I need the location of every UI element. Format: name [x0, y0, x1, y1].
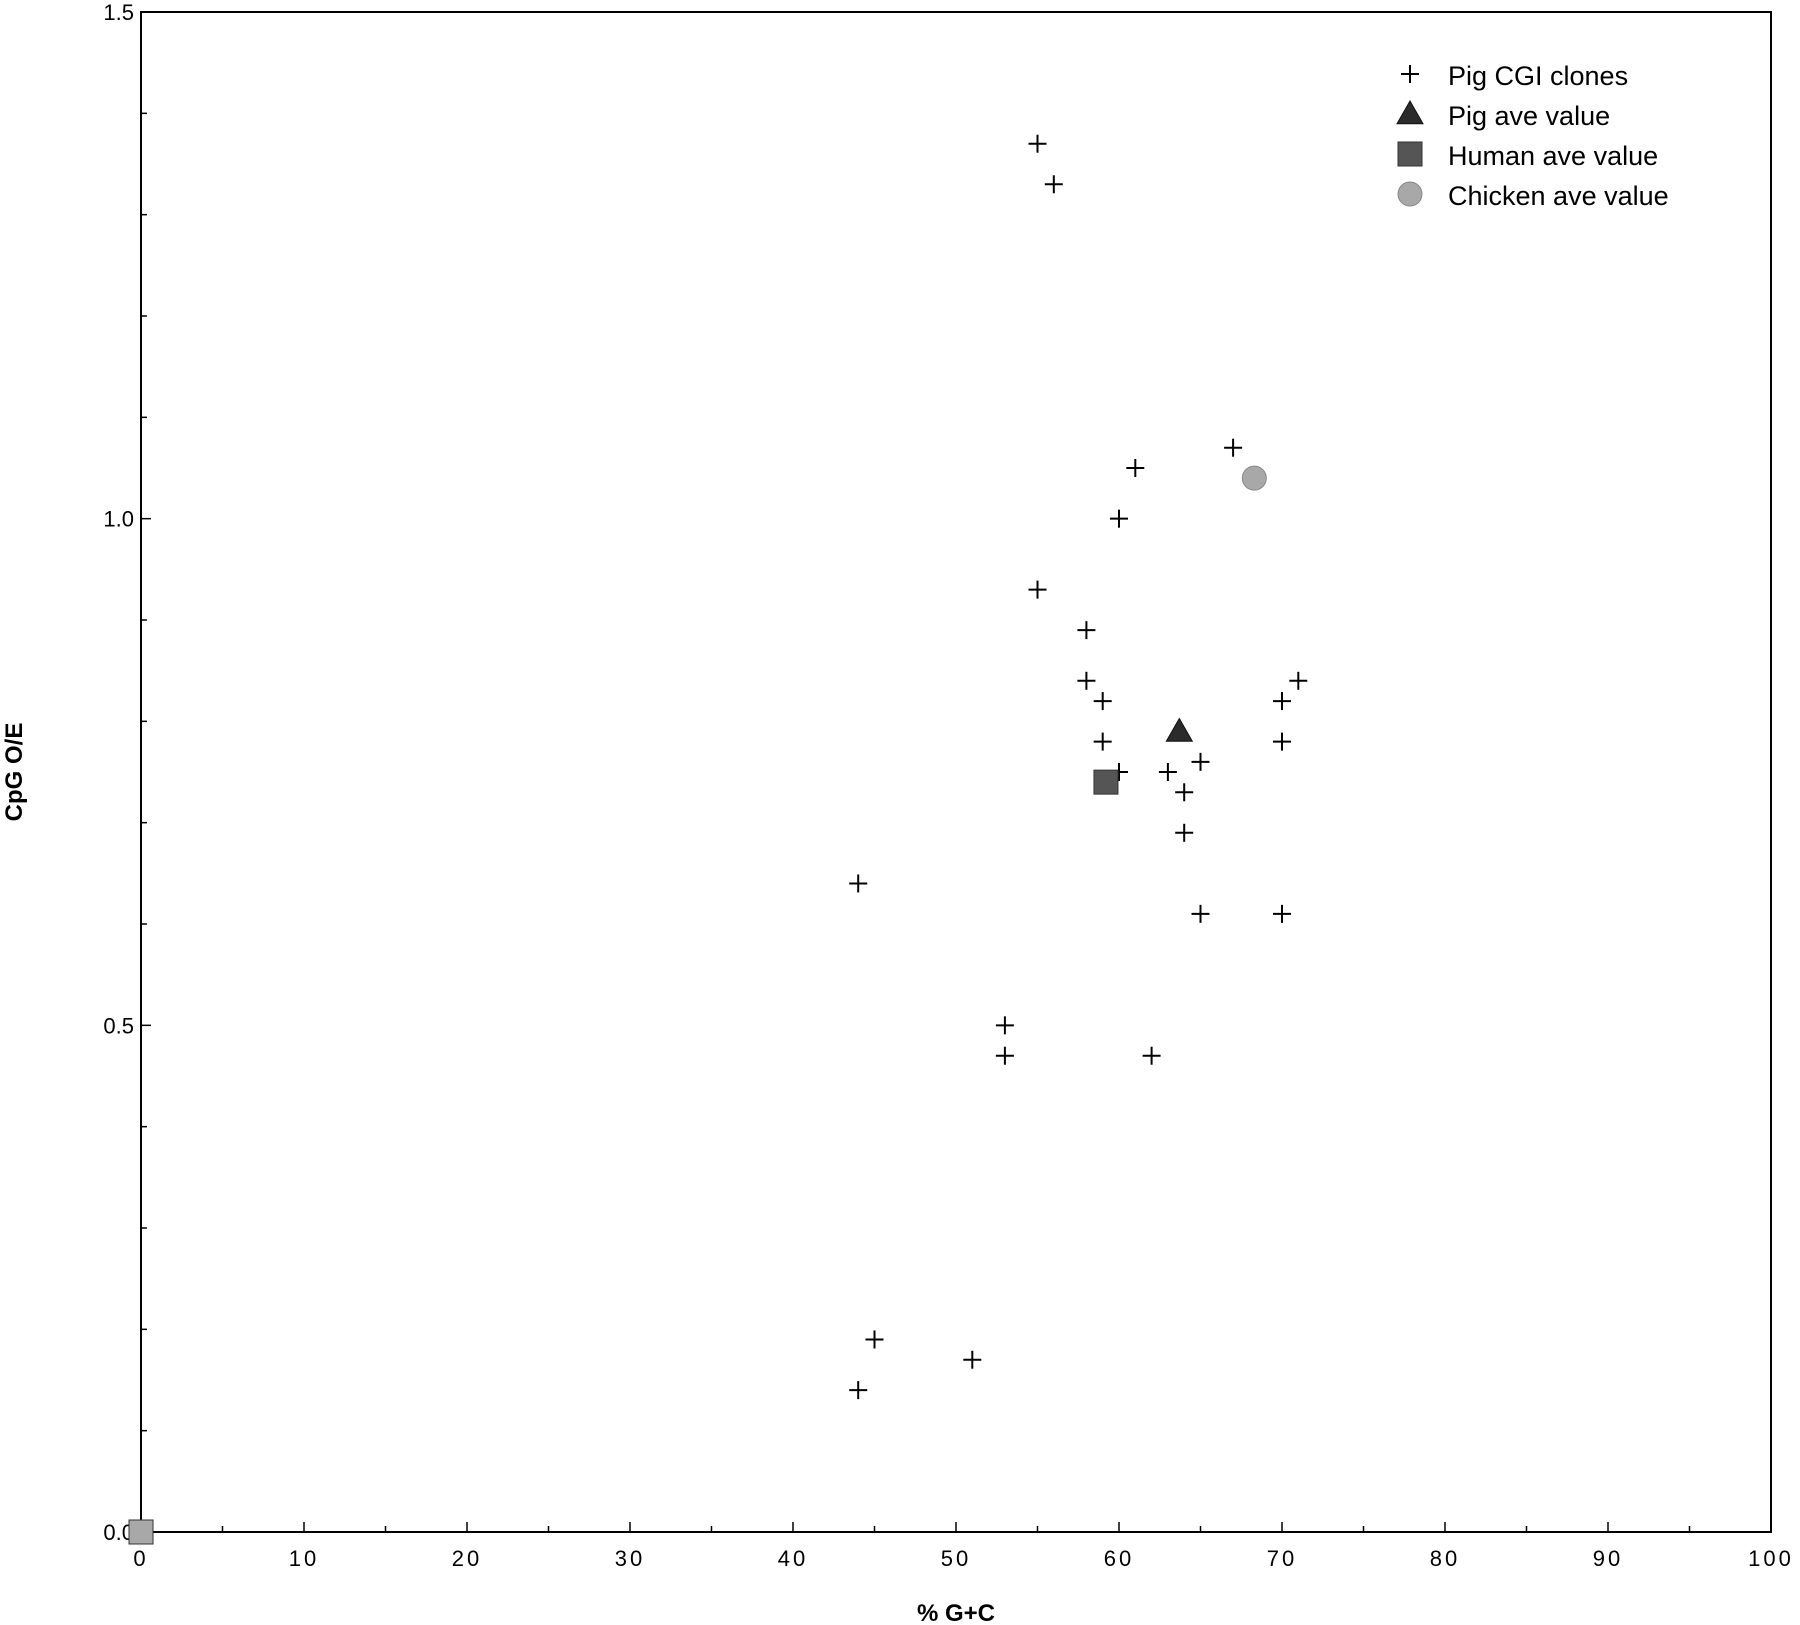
legend-label: Chicken ave value	[1448, 181, 1669, 211]
plot-frame	[140, 11, 1772, 1533]
legend: Pig CGI clones Pig ave value Human ave val…	[1396, 61, 1669, 211]
legend-marker	[1397, 141, 1423, 167]
point-pig-cgi-clones	[1110, 509, 1128, 528]
legend-label: Pig CGI clones	[1448, 61, 1628, 91]
point-pig-cgi-clones	[1028, 580, 1047, 599]
y-tick-labels: 0.00.51.01.5	[103, 0, 134, 1545]
point-pig-cgi-clones	[1191, 752, 1210, 771]
point-pig-cgi-clones	[849, 874, 868, 893]
point-pig-cgi-clones	[1175, 823, 1194, 842]
legend-marker	[1401, 65, 1419, 83]
point-pig-cgi-clones	[1093, 692, 1112, 711]
x-tick-label: 80	[1430, 1546, 1460, 1571]
x-tick-label: 40	[778, 1546, 808, 1571]
point-pig-cgi-clones	[865, 1330, 884, 1349]
x-tick-label: 0	[133, 1546, 148, 1571]
legend-pig-cgi-clones: Pig CGI clones	[1401, 61, 1628, 91]
point-pig-cgi-clones	[963, 1350, 982, 1369]
x-axis-title: % G+C	[917, 1600, 995, 1625]
point-pig-cgi-clones	[995, 1046, 1014, 1065]
point-pig-cgi-clones	[1044, 175, 1063, 194]
point-pig-cgi-clones	[1273, 904, 1291, 923]
x-tick-label: 70	[1267, 1546, 1297, 1571]
data-points	[128, 134, 1308, 1545]
x-tick-label: 30	[615, 1546, 645, 1571]
legend-label: Human ave value	[1448, 141, 1658, 171]
legend-chicken-ave-value: Chicken ave value	[1397, 181, 1669, 211]
point-pig-ave-value	[1165, 717, 1194, 742]
y-axis-title: CpG O/E	[1, 723, 28, 822]
point-pig-cgi-clones	[1273, 732, 1291, 751]
point-pig-cgi-clones	[1224, 438, 1243, 457]
point-origin-marker	[128, 1519, 154, 1545]
legend-label: Pig ave value	[1448, 101, 1610, 131]
legend-pig-ave-value: Pig ave value	[1396, 99, 1610, 131]
point-pig-cgi-clones	[1175, 783, 1194, 802]
y-tick-label: 1.0	[103, 507, 134, 532]
x-tick-label: 100	[1748, 1546, 1794, 1571]
legend-marker	[1396, 99, 1424, 125]
point-pig-cgi-clones	[1077, 621, 1096, 640]
x-tick-label: 90	[1593, 1546, 1623, 1571]
plot-border	[140, 11, 1772, 1533]
y-tick-label: 1.5	[103, 0, 134, 25]
legend-human-ave-value: Human ave value	[1397, 141, 1658, 171]
point-chicken-ave-value	[1241, 465, 1267, 491]
x-tick-label: 60	[1104, 1546, 1134, 1571]
x-tick-label: 10	[289, 1546, 319, 1571]
legend-marker	[1397, 181, 1423, 207]
y-tick-label: 0.5	[103, 1013, 134, 1038]
x-tick-labels: 0 10 20 30 40 50 60 70 80 90 100	[133, 1546, 1794, 1571]
point-pig-cgi-clones	[1273, 692, 1291, 711]
point-pig-cgi-clones	[1289, 671, 1308, 690]
x-tick-label: 20	[452, 1546, 482, 1571]
point-human-ave-value	[1093, 769, 1119, 795]
x-tick-label: 50	[941, 1546, 971, 1571]
point-pig-cgi-clones	[1077, 671, 1096, 690]
point-pig-cgi-clones	[849, 1381, 868, 1400]
point-pig-cgi-clones	[1191, 904, 1210, 923]
point-pig-cgi-clones	[1158, 763, 1177, 781]
axis-ticks	[140, 11, 1772, 1533]
point-pig-cgi-clones	[1028, 134, 1047, 153]
point-pig-cgi-clones	[1093, 732, 1112, 751]
point-pig-cgi-clones	[995, 1016, 1014, 1035]
point-pig-cgi-clones	[1142, 1046, 1161, 1065]
point-pig-cgi-clones	[1126, 459, 1145, 477]
